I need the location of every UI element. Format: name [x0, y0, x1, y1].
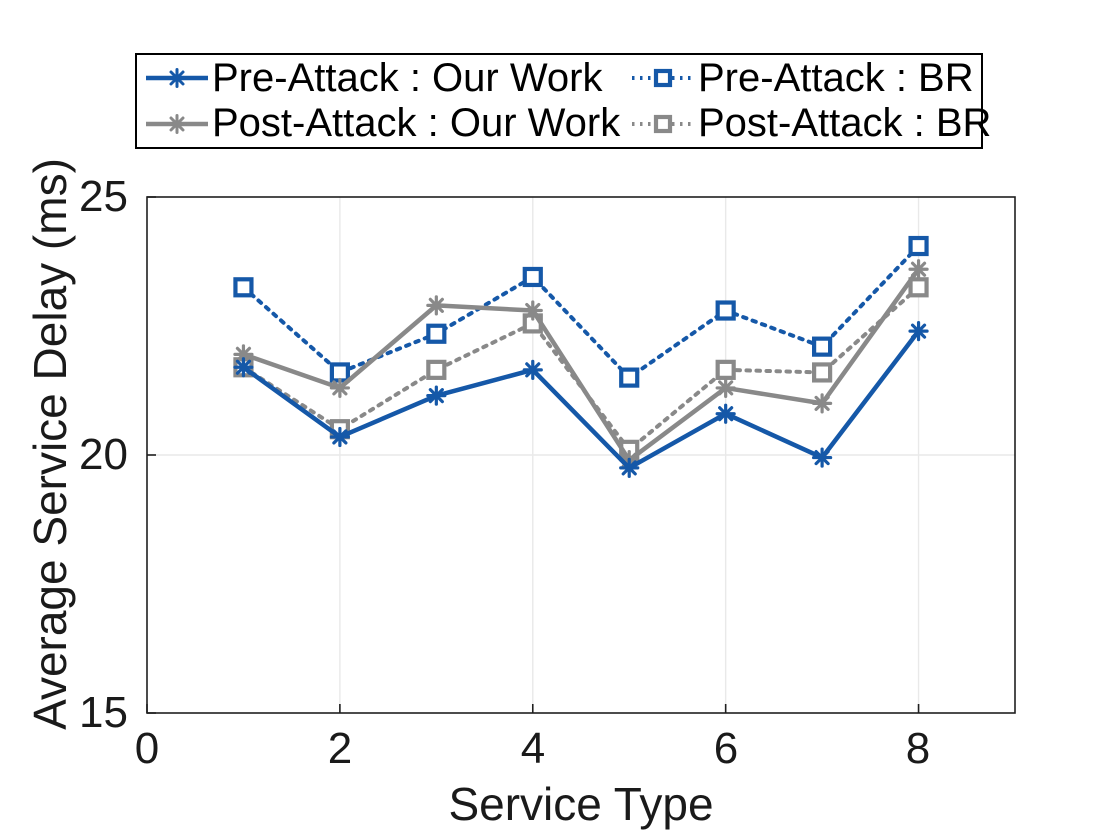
legend-label: Post-Attack : BR — [698, 101, 992, 146]
legend-label: Post-Attack : Our Work — [212, 101, 621, 146]
legend-entry-pre-attack-br: Pre-Attack : BR — [631, 56, 991, 101]
legend-entry-post-attack-our-work: Post-Attack : Our Work — [145, 101, 631, 146]
legend-entry-post-attack-br: Post-Attack : BR — [631, 101, 991, 146]
legend-entry-pre-attack-our-work: Pre-Attack : Our Work — [145, 56, 631, 101]
x-tick-label: 4 — [520, 724, 546, 773]
x-tick-label: 8 — [905, 724, 931, 773]
x-axis-label: Service Type — [448, 778, 714, 830]
y-tick-label: 25 — [79, 172, 128, 221]
x-tick-label: 0 — [134, 724, 160, 773]
y-tick-label: 20 — [79, 430, 128, 479]
line-asterisk-gray-icon — [146, 113, 208, 134]
legend-label: Pre-Attack : Our Work — [212, 55, 603, 100]
y-tick-label: 15 — [79, 688, 128, 737]
line-dotted-square-gray-icon — [632, 114, 694, 133]
legend-label: Pre-Attack : BR — [698, 55, 974, 100]
legend: Pre-Attack : Our Work Pre-Attack : BR Po… — [135, 53, 991, 149]
x-tick-label: 6 — [713, 724, 739, 773]
x-tick-label: 2 — [327, 724, 353, 773]
line-dotted-square-blue-icon — [632, 69, 694, 88]
line-asterisk-blue-icon — [146, 68, 208, 89]
